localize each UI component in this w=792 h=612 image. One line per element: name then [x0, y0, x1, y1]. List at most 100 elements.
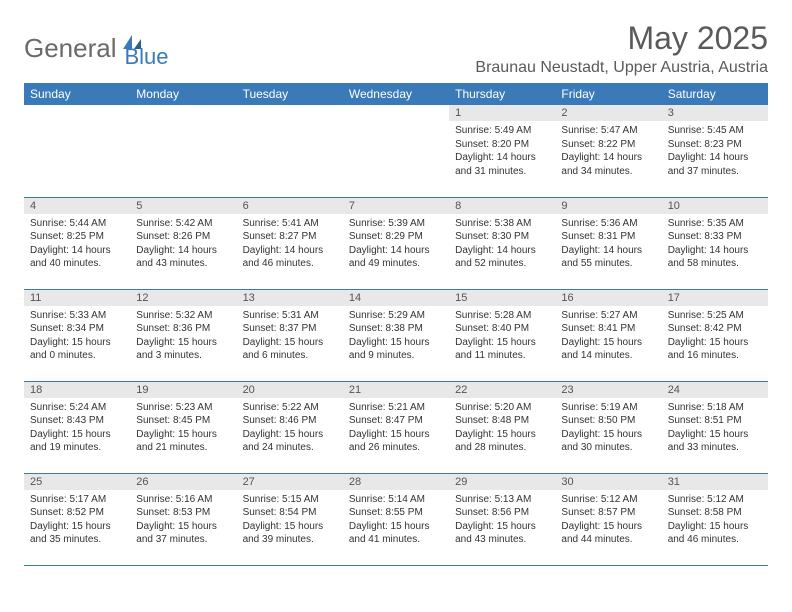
calendar-day-cell: 28Sunrise: 5:14 AMSunset: 8:55 PMDayligh…	[343, 473, 449, 565]
day-number: 23	[555, 382, 661, 398]
day-number: 27	[237, 474, 343, 490]
day-details: Sunrise: 5:29 AMSunset: 8:38 PMDaylight:…	[343, 306, 449, 367]
day-details: Sunrise: 5:45 AMSunset: 8:23 PMDaylight:…	[662, 121, 768, 182]
calendar-day-cell	[24, 105, 130, 197]
day-number: 2	[555, 105, 661, 121]
calendar-day-cell: 24Sunrise: 5:18 AMSunset: 8:51 PMDayligh…	[662, 381, 768, 473]
day-details: Sunrise: 5:36 AMSunset: 8:31 PMDaylight:…	[555, 214, 661, 275]
weekday-header: Thursday	[449, 83, 555, 105]
calendar-day-cell: 5Sunrise: 5:42 AMSunset: 8:26 PMDaylight…	[130, 197, 236, 289]
day-number: 31	[662, 474, 768, 490]
day-number: 7	[343, 198, 449, 214]
day-number: 1	[449, 105, 555, 121]
header: General Blue May 2025 Braunau Neustadt, …	[24, 20, 768, 77]
day-details: Sunrise: 5:39 AMSunset: 8:29 PMDaylight:…	[343, 214, 449, 275]
day-number: 5	[130, 198, 236, 214]
day-details: Sunrise: 5:22 AMSunset: 8:46 PMDaylight:…	[237, 398, 343, 459]
calendar-day-cell	[130, 105, 236, 197]
calendar-day-cell: 1Sunrise: 5:49 AMSunset: 8:20 PMDaylight…	[449, 105, 555, 197]
calendar-day-cell: 4Sunrise: 5:44 AMSunset: 8:25 PMDaylight…	[24, 197, 130, 289]
day-number: 24	[662, 382, 768, 398]
calendar-day-cell: 13Sunrise: 5:31 AMSunset: 8:37 PMDayligh…	[237, 289, 343, 381]
day-number: 3	[662, 105, 768, 121]
day-number: 22	[449, 382, 555, 398]
day-details: Sunrise: 5:47 AMSunset: 8:22 PMDaylight:…	[555, 121, 661, 182]
day-number: 28	[343, 474, 449, 490]
day-details: Sunrise: 5:28 AMSunset: 8:40 PMDaylight:…	[449, 306, 555, 367]
location-label: Braunau Neustadt, Upper Austria, Austria	[475, 59, 768, 77]
day-details: Sunrise: 5:24 AMSunset: 8:43 PMDaylight:…	[24, 398, 130, 459]
day-number: 10	[662, 198, 768, 214]
day-details: Sunrise: 5:25 AMSunset: 8:42 PMDaylight:…	[662, 306, 768, 367]
day-number: 18	[24, 382, 130, 398]
day-number: 6	[237, 198, 343, 214]
day-details: Sunrise: 5:12 AMSunset: 8:58 PMDaylight:…	[662, 490, 768, 551]
calendar-day-cell: 31Sunrise: 5:12 AMSunset: 8:58 PMDayligh…	[662, 473, 768, 565]
day-details: Sunrise: 5:12 AMSunset: 8:57 PMDaylight:…	[555, 490, 661, 551]
month-title: May 2025	[475, 20, 768, 57]
day-details: Sunrise: 5:32 AMSunset: 8:36 PMDaylight:…	[130, 306, 236, 367]
calendar-week-row: 4Sunrise: 5:44 AMSunset: 8:25 PMDaylight…	[24, 197, 768, 289]
calendar-day-cell: 15Sunrise: 5:28 AMSunset: 8:40 PMDayligh…	[449, 289, 555, 381]
day-details: Sunrise: 5:38 AMSunset: 8:30 PMDaylight:…	[449, 214, 555, 275]
day-number: 19	[130, 382, 236, 398]
day-details: Sunrise: 5:44 AMSunset: 8:25 PMDaylight:…	[24, 214, 130, 275]
calendar-day-cell: 3Sunrise: 5:45 AMSunset: 8:23 PMDaylight…	[662, 105, 768, 197]
day-details: Sunrise: 5:33 AMSunset: 8:34 PMDaylight:…	[24, 306, 130, 367]
day-number: 29	[449, 474, 555, 490]
weekday-header-row: Sunday Monday Tuesday Wednesday Thursday…	[24, 83, 768, 105]
calendar-day-cell: 30Sunrise: 5:12 AMSunset: 8:57 PMDayligh…	[555, 473, 661, 565]
day-number: 17	[662, 290, 768, 306]
calendar-day-cell: 22Sunrise: 5:20 AMSunset: 8:48 PMDayligh…	[449, 381, 555, 473]
calendar-day-cell: 25Sunrise: 5:17 AMSunset: 8:52 PMDayligh…	[24, 473, 130, 565]
day-details: Sunrise: 5:42 AMSunset: 8:26 PMDaylight:…	[130, 214, 236, 275]
calendar-day-cell: 2Sunrise: 5:47 AMSunset: 8:22 PMDaylight…	[555, 105, 661, 197]
day-number: 25	[24, 474, 130, 490]
day-number: 21	[343, 382, 449, 398]
day-number: 13	[237, 290, 343, 306]
day-details: Sunrise: 5:41 AMSunset: 8:27 PMDaylight:…	[237, 214, 343, 275]
day-details: Sunrise: 5:27 AMSunset: 8:41 PMDaylight:…	[555, 306, 661, 367]
calendar-day-cell: 29Sunrise: 5:13 AMSunset: 8:56 PMDayligh…	[449, 473, 555, 565]
weekday-header: Friday	[555, 83, 661, 105]
calendar-day-cell: 27Sunrise: 5:15 AMSunset: 8:54 PMDayligh…	[237, 473, 343, 565]
day-details: Sunrise: 5:20 AMSunset: 8:48 PMDaylight:…	[449, 398, 555, 459]
day-number: 9	[555, 198, 661, 214]
day-number: 15	[449, 290, 555, 306]
calendar-day-cell: 8Sunrise: 5:38 AMSunset: 8:30 PMDaylight…	[449, 197, 555, 289]
day-details: Sunrise: 5:31 AMSunset: 8:37 PMDaylight:…	[237, 306, 343, 367]
day-number: 16	[555, 290, 661, 306]
day-number: 14	[343, 290, 449, 306]
calendar-day-cell: 17Sunrise: 5:25 AMSunset: 8:42 PMDayligh…	[662, 289, 768, 381]
day-details: Sunrise: 5:23 AMSunset: 8:45 PMDaylight:…	[130, 398, 236, 459]
day-details: Sunrise: 5:17 AMSunset: 8:52 PMDaylight:…	[24, 490, 130, 551]
title-block: May 2025 Braunau Neustadt, Upper Austria…	[475, 20, 768, 77]
weekday-header: Tuesday	[237, 83, 343, 105]
calendar-day-cell: 18Sunrise: 5:24 AMSunset: 8:43 PMDayligh…	[24, 381, 130, 473]
day-number: 20	[237, 382, 343, 398]
calendar-page: General Blue May 2025 Braunau Neustadt, …	[0, 0, 792, 612]
day-details: Sunrise: 5:19 AMSunset: 8:50 PMDaylight:…	[555, 398, 661, 459]
calendar-week-row: 1Sunrise: 5:49 AMSunset: 8:20 PMDaylight…	[24, 105, 768, 197]
day-details: Sunrise: 5:14 AMSunset: 8:55 PMDaylight:…	[343, 490, 449, 551]
day-details: Sunrise: 5:16 AMSunset: 8:53 PMDaylight:…	[130, 490, 236, 551]
day-details: Sunrise: 5:13 AMSunset: 8:56 PMDaylight:…	[449, 490, 555, 551]
weekday-header: Monday	[130, 83, 236, 105]
logo-text-general: General	[24, 33, 117, 64]
calendar-day-cell: 12Sunrise: 5:32 AMSunset: 8:36 PMDayligh…	[130, 289, 236, 381]
logo-text-blue: Blue	[125, 26, 169, 70]
calendar-day-cell: 11Sunrise: 5:33 AMSunset: 8:34 PMDayligh…	[24, 289, 130, 381]
day-number: 11	[24, 290, 130, 306]
day-number: 12	[130, 290, 236, 306]
calendar-day-cell	[343, 105, 449, 197]
day-details: Sunrise: 5:18 AMSunset: 8:51 PMDaylight:…	[662, 398, 768, 459]
calendar-day-cell: 10Sunrise: 5:35 AMSunset: 8:33 PMDayligh…	[662, 197, 768, 289]
day-details: Sunrise: 5:21 AMSunset: 8:47 PMDaylight:…	[343, 398, 449, 459]
calendar-day-cell: 6Sunrise: 5:41 AMSunset: 8:27 PMDaylight…	[237, 197, 343, 289]
day-number: 4	[24, 198, 130, 214]
weekday-header: Saturday	[662, 83, 768, 105]
calendar-day-cell: 16Sunrise: 5:27 AMSunset: 8:41 PMDayligh…	[555, 289, 661, 381]
calendar-day-cell: 21Sunrise: 5:21 AMSunset: 8:47 PMDayligh…	[343, 381, 449, 473]
calendar-day-cell: 7Sunrise: 5:39 AMSunset: 8:29 PMDaylight…	[343, 197, 449, 289]
day-details: Sunrise: 5:15 AMSunset: 8:54 PMDaylight:…	[237, 490, 343, 551]
